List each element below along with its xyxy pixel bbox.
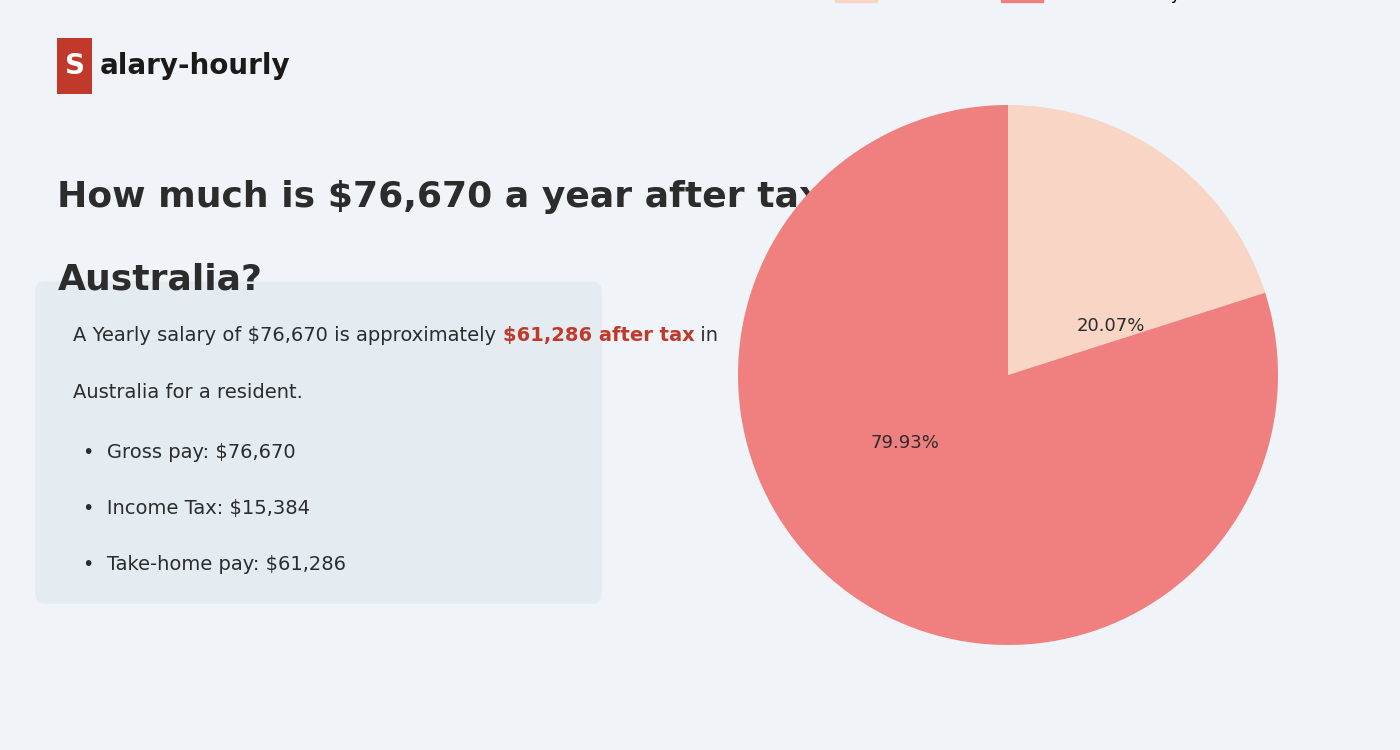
Text: alary-hourly: alary-hourly	[99, 52, 291, 80]
FancyBboxPatch shape	[35, 281, 602, 604]
Wedge shape	[1008, 105, 1266, 375]
Text: •  Take-home pay: $61,286: • Take-home pay: $61,286	[83, 555, 346, 574]
Text: 79.93%: 79.93%	[871, 433, 939, 451]
Text: •  Income Tax: $15,384: • Income Tax: $15,384	[83, 499, 309, 517]
Text: A Yearly salary of $76,670 is approximately: A Yearly salary of $76,670 is approximat…	[73, 326, 503, 345]
Text: 20.07%: 20.07%	[1077, 317, 1145, 335]
Text: Australia for a resident.: Australia for a resident.	[73, 382, 304, 401]
Wedge shape	[738, 105, 1278, 645]
Text: •  Gross pay: $76,670: • Gross pay: $76,670	[83, 442, 295, 461]
Text: Australia?: Australia?	[57, 262, 262, 296]
FancyBboxPatch shape	[57, 38, 92, 94]
Legend: Income Tax, Take-home Pay: Income Tax, Take-home Pay	[829, 0, 1187, 10]
Text: in: in	[694, 326, 718, 345]
Text: $61,286 after tax: $61,286 after tax	[503, 326, 694, 345]
Text: S: S	[64, 52, 85, 80]
Text: How much is $76,670 a year after tax in: How much is $76,670 a year after tax in	[57, 180, 874, 214]
